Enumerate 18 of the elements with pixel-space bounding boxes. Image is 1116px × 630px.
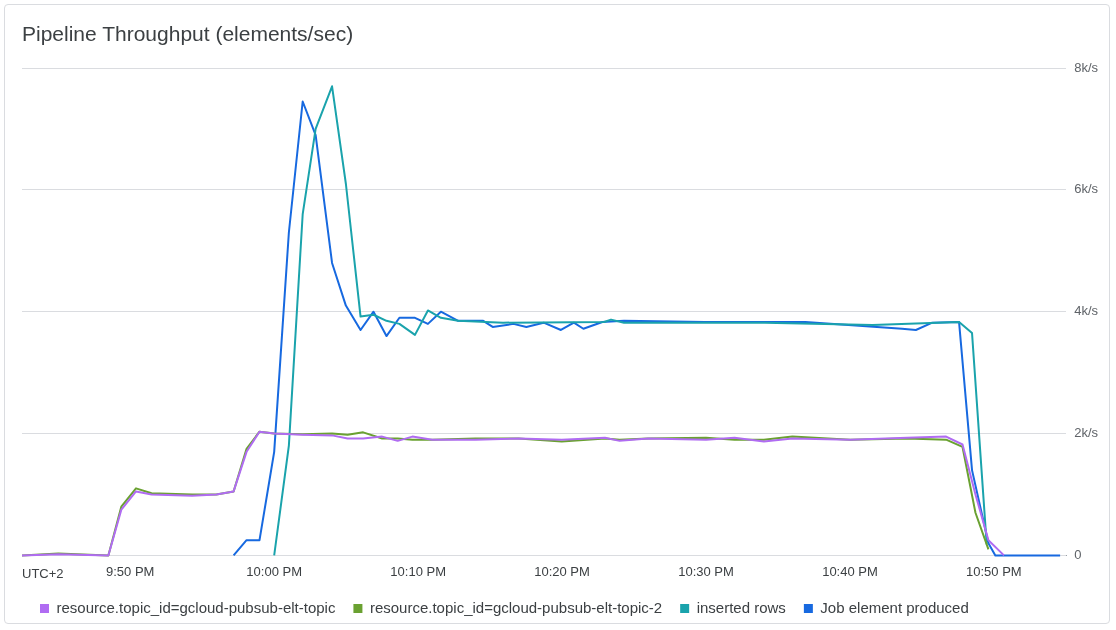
y-tick-label: 6k/s <box>1074 181 1099 197</box>
x-tick-label: 10:10 PM <box>390 563 446 579</box>
chart-title: Pipeline Throughput (elements/sec) <box>22 22 354 46</box>
legend-label: resource.topic_id=gcloud-pubsub-elt-topic-2 <box>369 598 663 616</box>
y-tick-label: 0 <box>1074 546 1082 562</box>
legend-label: resource.topic_id=gcloud-pubsub-elt-topic <box>56 598 336 616</box>
y-tick-label: 8k/s <box>1074 59 1099 75</box>
x-tick-label: 10:40 PM <box>822 563 878 579</box>
x-tick-label: 10:00 PM <box>246 563 303 579</box>
text: UTC+2 <box>22 566 64 582</box>
x-tick-label: 10:20 PM <box>534 563 590 579</box>
x-tick-label: 9:50 PM <box>106 563 155 579</box>
legend-label: Job element produced <box>820 598 969 616</box>
y-tick-label: 4k/s <box>1074 303 1099 319</box>
x-tick-label: 10:30 PM <box>678 563 734 579</box>
legend-label: inserted rows <box>696 598 786 616</box>
x-tick-label: 10:50 PM <box>966 563 1022 579</box>
y-tick-label: 2k/s <box>1074 425 1099 441</box>
